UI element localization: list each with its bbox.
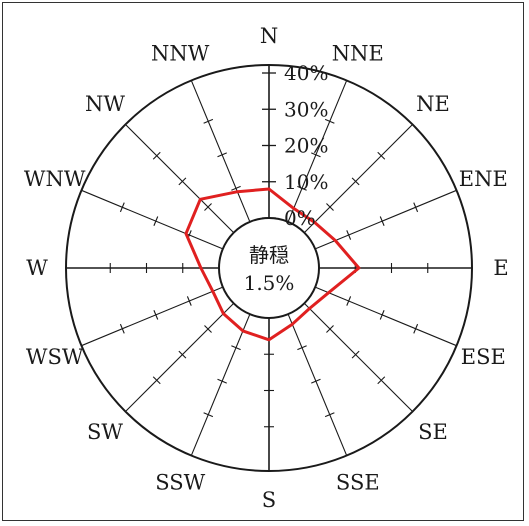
tick-nw-10	[204, 203, 212, 211]
direction-label-ese: ESE	[461, 345, 506, 369]
ring-label-10: 10%	[284, 170, 328, 194]
tick-ene-20	[379, 216, 385, 226]
calm-title: 静穏	[249, 243, 289, 267]
tick-ne-10	[326, 203, 334, 211]
direction-labels-group: N NNE NE ENE E ESE SE SSE S SSW SW WSW W WNW NW NNW	[24, 24, 509, 512]
spoke-ne	[303, 124, 413, 234]
outer-ring	[65, 64, 473, 472]
tick-nne-20	[311, 152, 321, 158]
tick-se-30	[377, 376, 386, 385]
tick-sw-30	[152, 376, 161, 385]
tick-ese-30	[413, 323, 419, 334]
tick-sse-20	[311, 378, 321, 384]
direction-label-ne: NE	[416, 92, 450, 116]
tick-ssw-30	[203, 412, 214, 418]
tick-ese-10	[346, 296, 352, 306]
tick-nnw-30	[203, 118, 214, 124]
direction-label-sw: SW	[87, 420, 123, 444]
tick-sw-10	[204, 325, 212, 333]
calm-circle	[218, 217, 320, 319]
direction-label-nne: NNE	[332, 42, 384, 66]
direction-label-se: SE	[418, 420, 448, 444]
direction-label-w: W	[26, 256, 48, 280]
tick-ssw-10	[231, 345, 241, 351]
series-polygon	[184, 187, 361, 342]
spoke-ene	[314, 189, 457, 250]
tick-sse-10	[297, 345, 307, 351]
tick-nnw-20	[217, 152, 227, 158]
tick-ssw-20	[217, 378, 227, 384]
tick-nw-30	[152, 151, 161, 160]
tick-ne-30	[377, 151, 386, 160]
direction-label-wnw: WNW	[24, 167, 86, 191]
spoke-nw	[125, 124, 235, 234]
tick-wnw-30	[119, 202, 125, 213]
tick-nne-30	[324, 118, 335, 124]
direction-label-wsw: WSW	[26, 345, 84, 369]
tick-ene-10	[346, 230, 352, 240]
calm-value: 1.5%	[244, 271, 295, 295]
direction-label-nw: NW	[85, 92, 125, 116]
ring-label-40: 40%	[284, 61, 328, 85]
spoke-nne	[287, 80, 348, 223]
tick-se-10	[326, 325, 334, 333]
tick-ne-20	[351, 177, 360, 186]
spokes-group	[66, 65, 472, 471]
tick-wsw-30	[119, 323, 125, 334]
tick-nne-10	[297, 185, 307, 191]
tick-sw-20	[178, 350, 187, 359]
ring-label-20: 20%	[284, 134, 328, 158]
tick-se-20	[351, 350, 360, 359]
ring-label-0: 0%	[284, 206, 316, 230]
tick-sse-30	[324, 412, 335, 418]
spoke-nnw	[190, 80, 251, 223]
direction-label-sse: SSE	[336, 470, 380, 494]
spoke-wnw	[81, 189, 224, 250]
spoke-ese	[314, 286, 457, 347]
direction-label-nnw: NNW	[151, 42, 210, 66]
ring-label-30: 30%	[284, 97, 328, 121]
direction-label-n: N	[260, 24, 278, 48]
direction-label-s: S	[262, 488, 276, 512]
tick-ene-30	[413, 202, 419, 213]
direction-label-ssw: SSW	[155, 470, 205, 494]
tick-wsw-10	[186, 296, 192, 306]
tick-nnw-10	[231, 185, 241, 191]
spoke-sw	[125, 302, 235, 412]
tick-wnw-20	[153, 216, 159, 226]
spoke-wsw	[81, 286, 224, 347]
direction-label-e: E	[493, 256, 508, 280]
tick-ese-20	[379, 310, 385, 320]
tick-nw-20	[178, 177, 187, 186]
spoke-sse	[287, 313, 348, 456]
spoke-se	[303, 302, 413, 412]
direction-label-ene: ENE	[459, 167, 508, 191]
spoke-ssw	[190, 313, 251, 456]
ring-labels-group: 0% 10% 20% 30% 40%	[262, 61, 328, 230]
tick-wsw-20	[153, 310, 159, 320]
